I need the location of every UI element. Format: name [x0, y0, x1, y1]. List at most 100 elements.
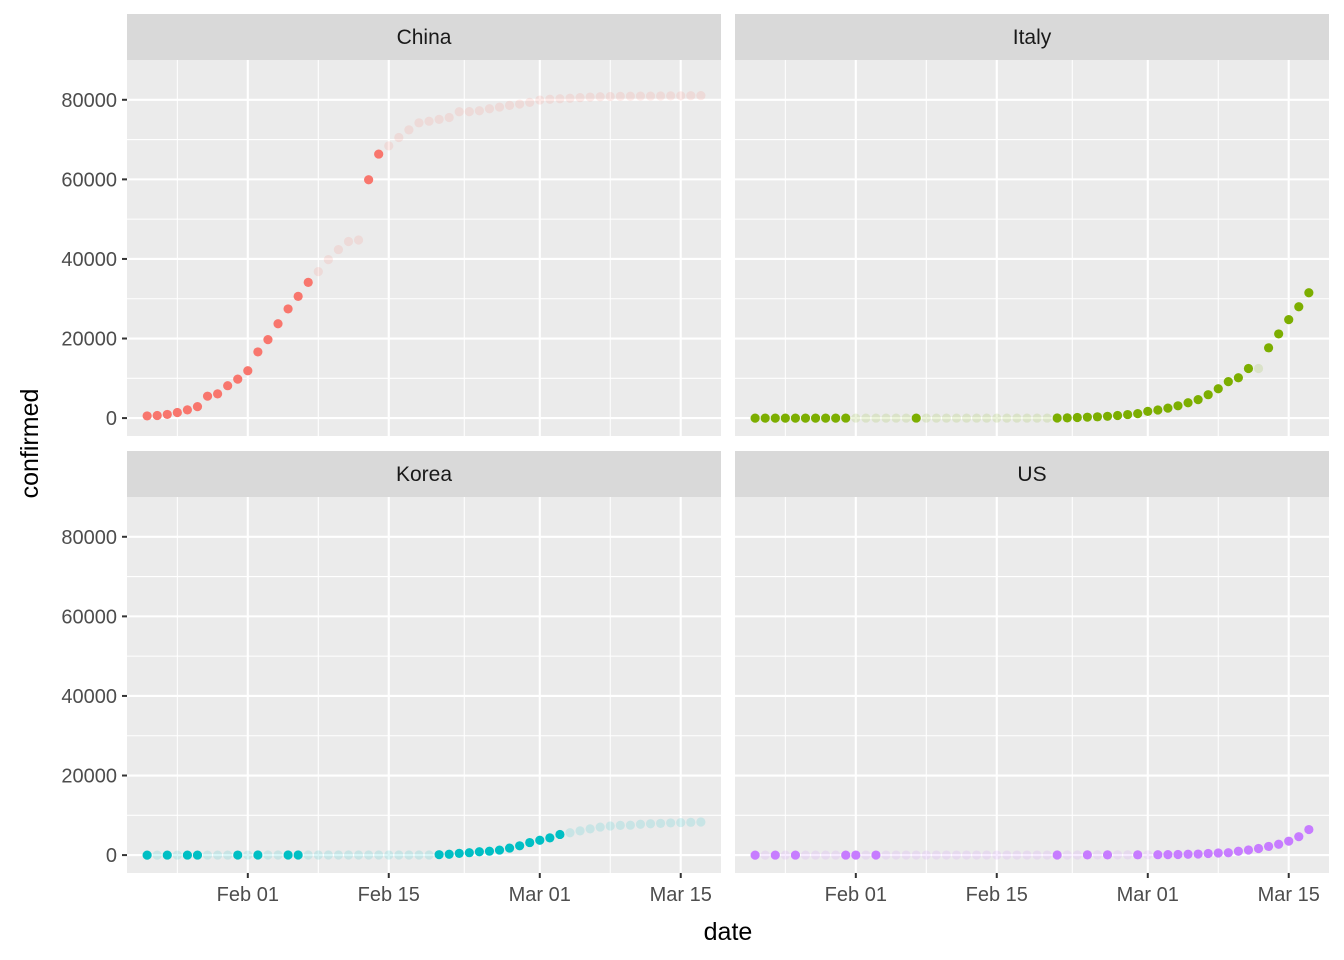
facet-strip	[735, 14, 1329, 60]
data-point	[901, 413, 911, 423]
data-point	[343, 236, 354, 247]
data-point	[1253, 843, 1264, 854]
y-tick-label: 0	[106, 408, 117, 430]
data-point	[1243, 363, 1254, 374]
data-point	[635, 819, 646, 829]
data-point	[655, 818, 666, 828]
data-point	[1193, 395, 1203, 405]
data-point	[851, 850, 861, 860]
data-point	[424, 850, 434, 860]
data-point	[192, 850, 203, 860]
data-point	[172, 850, 182, 860]
data-point	[223, 381, 233, 391]
data-point	[404, 125, 414, 135]
panel-background	[127, 497, 721, 873]
data-point	[1082, 850, 1092, 860]
data-point	[1092, 412, 1103, 422]
data-point	[454, 107, 464, 117]
data-point	[162, 409, 172, 420]
data-point	[1002, 850, 1012, 860]
data-point	[172, 407, 182, 418]
data-point	[1213, 848, 1223, 858]
data-point	[555, 829, 565, 840]
data-point	[545, 94, 555, 104]
data-point	[891, 850, 901, 860]
data-point	[1294, 832, 1304, 842]
y-tick-label: 20000	[61, 766, 117, 788]
data-point	[1092, 850, 1103, 860]
data-point	[263, 335, 273, 345]
panel-background	[735, 60, 1329, 436]
data-point	[1143, 850, 1153, 860]
data-point	[575, 93, 585, 103]
data-point	[525, 97, 535, 107]
data-point	[666, 818, 676, 828]
data-point	[770, 850, 780, 860]
data-point	[605, 821, 615, 831]
data-point	[162, 850, 172, 860]
data-point	[535, 835, 545, 845]
data-point	[394, 850, 404, 860]
data-point	[750, 850, 760, 860]
data-point	[780, 850, 790, 860]
data-point	[565, 93, 575, 103]
data-point	[273, 850, 283, 860]
data-point	[152, 850, 162, 860]
data-point	[861, 413, 871, 423]
data-point	[434, 114, 444, 124]
data-point	[1163, 403, 1173, 413]
data-point	[444, 112, 454, 123]
data-point	[374, 149, 384, 159]
y-tick-label: 80000	[61, 90, 117, 112]
y-tick-label: 0	[106, 845, 117, 867]
data-point	[901, 850, 911, 860]
data-point	[182, 405, 193, 415]
data-point	[1223, 848, 1233, 858]
data-point	[760, 413, 770, 423]
data-point	[1153, 405, 1163, 415]
data-point	[1173, 849, 1183, 860]
data-point	[951, 413, 962, 423]
data-point	[1123, 409, 1133, 420]
data-point	[444, 849, 454, 859]
data-point	[142, 850, 152, 860]
x-axis-col-1: Feb 01 Feb 15 Mar 01 Mar 15	[217, 873, 712, 906]
data-point	[1133, 409, 1143, 419]
data-point	[676, 818, 686, 828]
y-tick-label: 60000	[61, 606, 117, 628]
data-point	[1062, 850, 1072, 860]
data-point	[263, 850, 273, 860]
data-point	[645, 91, 656, 101]
data-point	[676, 91, 686, 101]
data-point	[1304, 824, 1314, 835]
data-point	[504, 843, 515, 853]
x-tick-label: Feb 15	[358, 884, 420, 906]
data-point	[605, 91, 615, 102]
data-point	[283, 850, 293, 860]
data-point	[142, 411, 152, 421]
data-point	[484, 846, 495, 856]
data-point	[992, 850, 1002, 860]
data-point	[696, 817, 706, 827]
data-point	[1233, 373, 1243, 383]
data-point	[243, 366, 253, 376]
data-point	[931, 413, 941, 423]
data-point	[243, 850, 253, 860]
data-point	[666, 91, 676, 101]
data-point	[515, 841, 525, 851]
data-point	[1203, 848, 1213, 859]
data-point	[202, 850, 213, 860]
data-point	[323, 255, 333, 265]
data-point	[565, 828, 575, 838]
data-point	[645, 819, 656, 829]
data-point	[1072, 850, 1082, 860]
data-point	[213, 389, 223, 399]
data-point	[1263, 343, 1274, 353]
data-point	[525, 837, 535, 848]
data-point	[152, 410, 162, 421]
data-point	[364, 175, 374, 185]
x-tick-label: Mar 01	[1117, 884, 1179, 906]
data-point	[394, 132, 404, 143]
data-point	[831, 413, 841, 423]
